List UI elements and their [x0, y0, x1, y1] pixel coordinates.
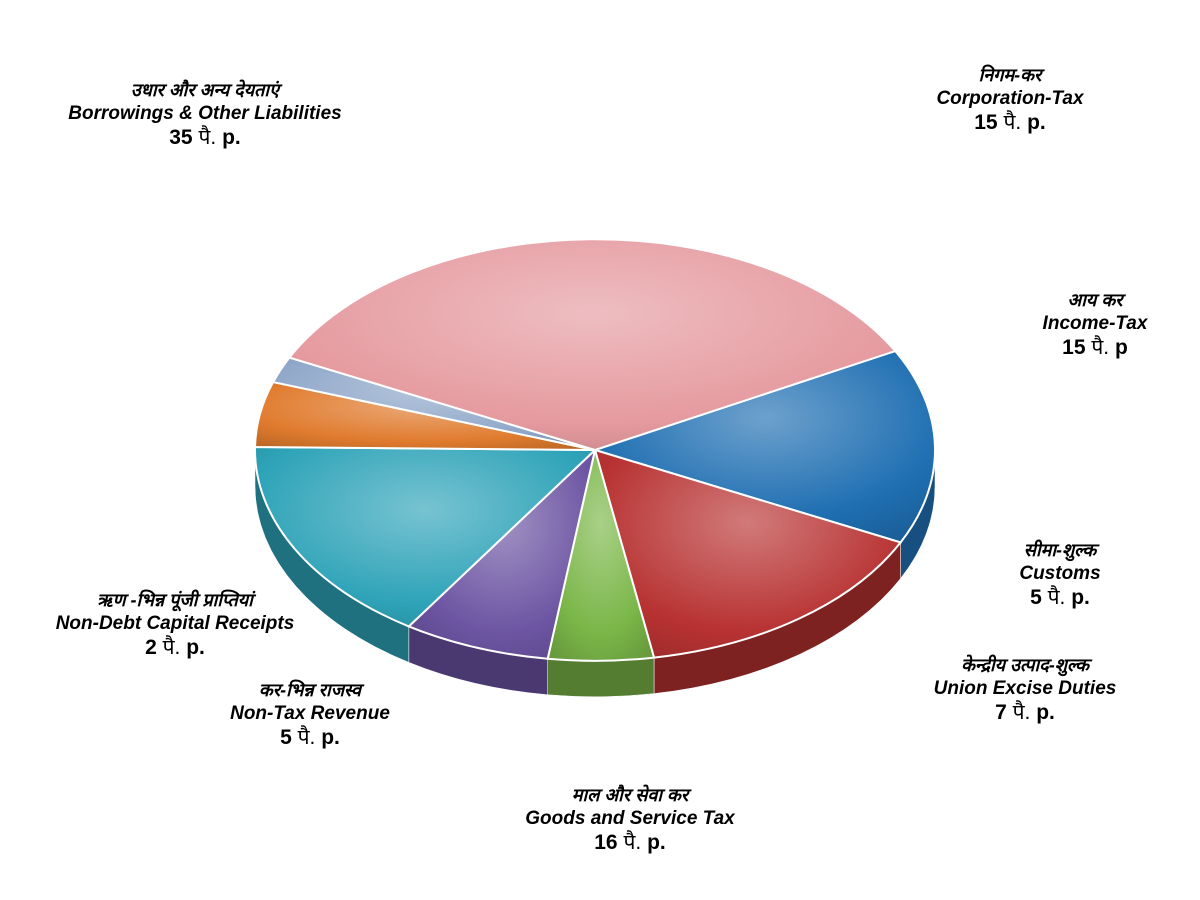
unit-hindi: पै.	[298, 726, 316, 749]
pie-side	[548, 658, 654, 697]
slice-value: 15 पै. p	[1043, 335, 1148, 361]
unit-hindi: पै.	[163, 636, 181, 659]
slice-value-number: 15	[1062, 336, 1085, 359]
unit-english: p.	[647, 831, 666, 854]
slice-label-english: Corporation-Tax	[936, 86, 1083, 110]
unit-hindi: पै.	[1048, 586, 1066, 609]
unit-english: p.	[1071, 586, 1090, 609]
slice-value-number: 5	[280, 726, 292, 749]
unit-hindi: पै.	[623, 831, 641, 854]
slice-label-hindi: सीमा-शुल्क	[1019, 539, 1100, 562]
slice-label-hindi: निगम-कर	[936, 64, 1083, 87]
slice-label-hindi: उधार और अन्य देयताएं	[68, 79, 341, 102]
unit-english: p.	[222, 126, 241, 149]
slice-value-number: 16	[594, 831, 617, 854]
slice-value: 15 पै. p.	[936, 110, 1083, 136]
unit-english: p.	[1027, 111, 1046, 134]
slice-label-hindi: ऋण -भिन्न पूंजी प्राप्तियां	[56, 589, 295, 612]
slice-label-english: Customs	[1019, 561, 1100, 585]
slice-value: 5 पै. p.	[230, 725, 390, 751]
unit-hindi: पै.	[198, 126, 216, 149]
unit-hindi: पै.	[1013, 701, 1031, 724]
slice-label-english: Income-Tax	[1043, 311, 1148, 335]
slice-label-hindi: आय कर	[1043, 289, 1148, 312]
slice-value: 16 पै. p.	[525, 830, 734, 856]
slice-label: माल और सेवा करGoods and Service Tax16 पै…	[525, 784, 734, 857]
slice-label-english: Non-Debt Capital Receipts	[56, 611, 295, 635]
slice-value: 2 पै. p.	[56, 635, 295, 661]
unit-hindi: पै.	[1003, 111, 1021, 134]
slice-label: आय करIncome-Tax15 पै. p	[1043, 289, 1148, 362]
slice-label: सीमा-शुल्कCustoms5 पै. p.	[1019, 539, 1100, 612]
slice-value-number: 7	[995, 701, 1007, 724]
slice-label-english: Union Excise Duties	[934, 676, 1117, 700]
unit-english: p.	[186, 636, 205, 659]
unit-english: p	[1115, 336, 1128, 359]
slice-label: निगम-करCorporation-Tax15 पै. p.	[936, 64, 1083, 137]
slice-value-number: 35	[169, 126, 192, 149]
slice-label-hindi: केन्द्रीय उत्पाद-शुल्क	[934, 654, 1117, 677]
unit-english: p.	[321, 726, 340, 749]
slice-label: उधार और अन्य देयताएंBorrowings & Other L…	[68, 79, 341, 152]
slice-label-english: Non-Tax Revenue	[230, 701, 390, 725]
slice-value-number: 2	[145, 636, 157, 659]
slice-label: केन्द्रीय उत्पाद-शुल्कUnion Excise Dutie…	[934, 654, 1117, 727]
slice-value-number: 5	[1030, 586, 1042, 609]
chart-stage: निगम-करCorporation-Tax15 पै. p.आय करInco…	[0, 0, 1200, 900]
slice-label-english: Borrowings & Other Liabilities	[68, 101, 341, 125]
slice-value: 35 पै. p.	[68, 125, 341, 151]
slice-label: ऋण -भिन्न पूंजी प्राप्तियांNon-Debt Capi…	[56, 589, 295, 662]
slice-label-hindi: कर-भिन्न राजस्व	[230, 679, 390, 702]
slice-value-number: 15	[974, 111, 997, 134]
slice-value: 5 पै. p.	[1019, 585, 1100, 611]
slice-value: 7 पै. p.	[934, 700, 1117, 726]
slice-label-hindi: माल और सेवा कर	[525, 784, 734, 807]
slice-label: कर-भिन्न राजस्वNon-Tax Revenue5 पै. p.	[230, 679, 390, 752]
unit-english: p.	[1036, 701, 1055, 724]
unit-hindi: पै.	[1091, 336, 1109, 359]
slice-label-english: Goods and Service Tax	[525, 806, 734, 830]
